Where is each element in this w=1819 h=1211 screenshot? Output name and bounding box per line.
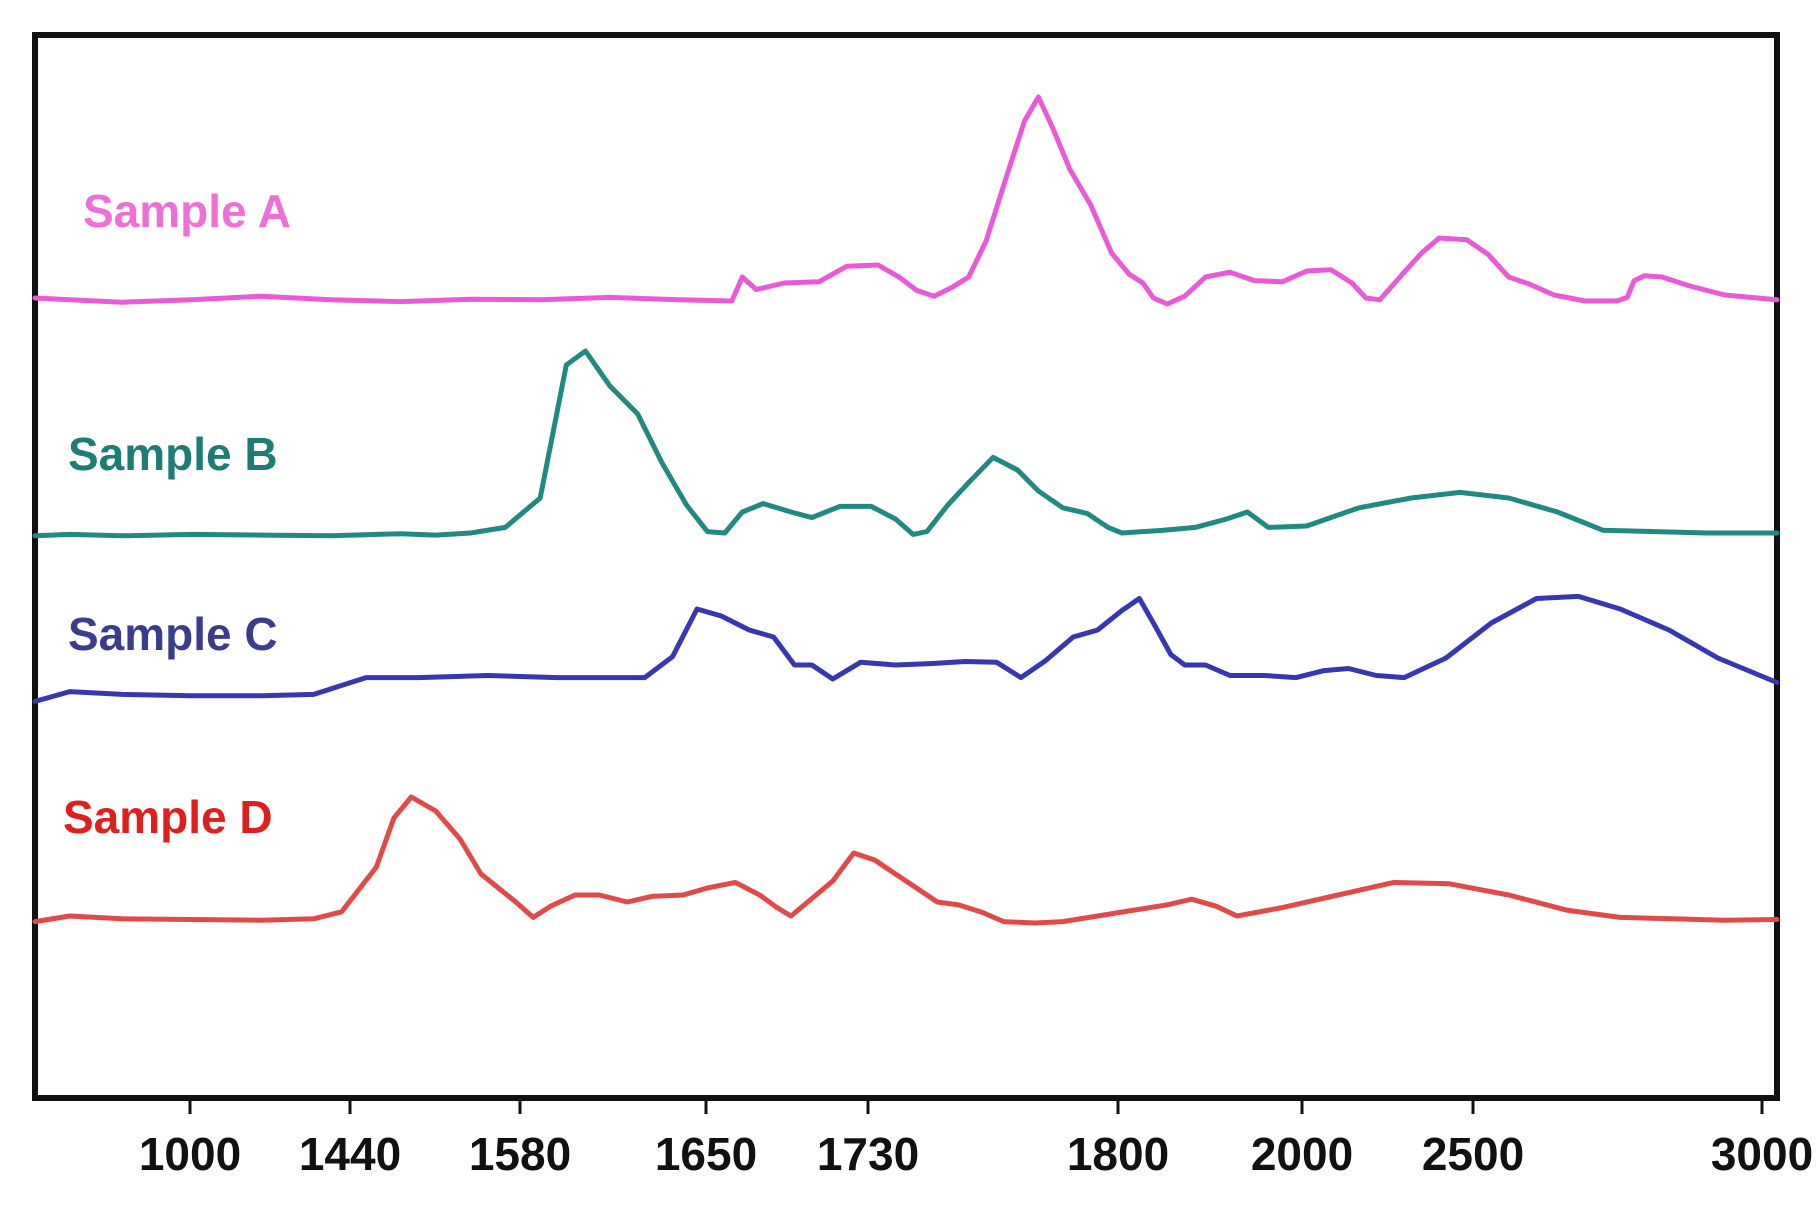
series-line-sample-c: [32, 593, 1780, 704]
x-tick-label: 1730: [817, 1128, 919, 1180]
series-label-sample-b: Sample B: [68, 428, 278, 480]
x-tick-label: 2500: [1422, 1128, 1524, 1180]
x-tick-label: 1580: [469, 1128, 571, 1180]
series-line-sample-a: [32, 94, 1780, 307]
x-tick-label: 1000: [139, 1128, 241, 1180]
series-line-sample-d: [32, 794, 1780, 926]
x-tick-label: 2000: [1251, 1128, 1353, 1180]
series-label-sample-d: Sample D: [63, 791, 273, 843]
series-label-layer: Sample A Sample B Sample C Sample D: [63, 185, 291, 843]
plot-frame: [32, 32, 1780, 1101]
series-layer: [32, 94, 1780, 926]
x-tick-layer: 1000 1440 1580 1650 1730 1800 2000 2500 3000: [139, 1098, 1813, 1180]
series-label-sample-c: Sample C: [68, 608, 278, 660]
series-label-sample-a: Sample A: [83, 185, 291, 237]
x-tick-label: 1440: [299, 1128, 401, 1180]
x-tick-label: 3000: [1711, 1128, 1813, 1180]
x-tick-label: 1650: [655, 1128, 757, 1180]
x-tick-label: 1800: [1067, 1128, 1169, 1180]
series-line-sample-b: [32, 348, 1780, 539]
